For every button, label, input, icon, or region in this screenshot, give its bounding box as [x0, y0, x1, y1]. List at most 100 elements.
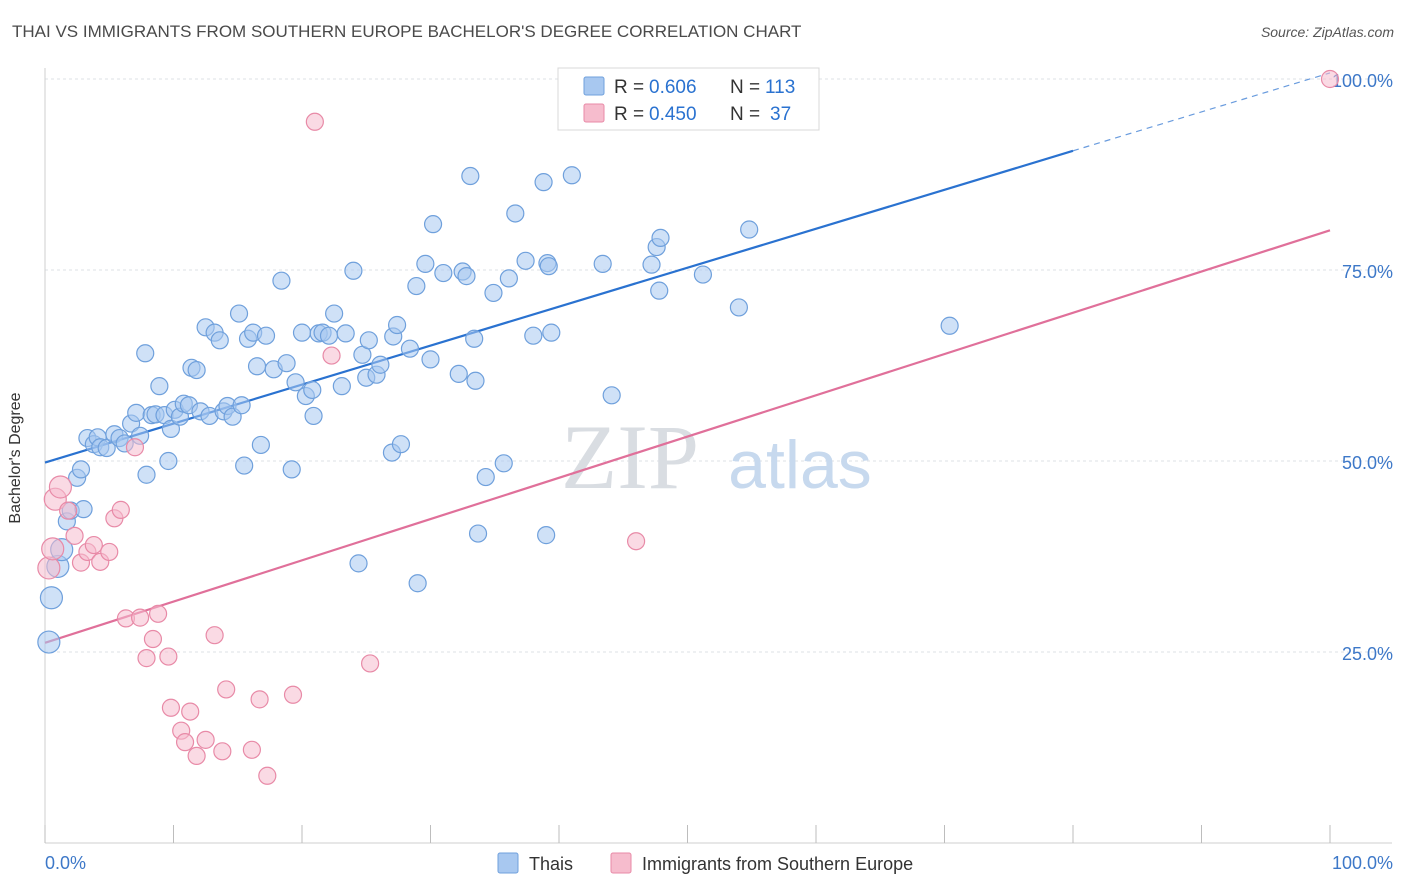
thais-point: [506, 204, 525, 223]
immigrants-point: [111, 500, 130, 519]
thais-point: [542, 323, 561, 342]
immigrants-point: [59, 501, 78, 520]
thais-point: [494, 454, 513, 473]
x-tick-label: 100.0%: [1332, 853, 1393, 873]
thais-point: [232, 396, 251, 415]
immigrants-point: [148, 604, 168, 623]
thais-point: [468, 524, 488, 543]
series-legend: Thais Immigrants from Southern Europe: [497, 852, 913, 874]
thais-point: [602, 386, 621, 405]
thais-point: [150, 377, 169, 396]
thais-point: [39, 586, 64, 610]
thais-point: [642, 255, 661, 274]
thais-point: [304, 406, 323, 426]
stats-legend: R = 0.606 N = 113 R = 0.450 N = 37: [557, 67, 820, 131]
legend-thais-label: Thais: [529, 854, 573, 874]
thais-point: [235, 456, 254, 475]
immigrants-point: [322, 346, 341, 365]
thais-point: [286, 373, 305, 392]
thais-point: [272, 271, 291, 290]
immigrants-point: [137, 649, 156, 668]
thais-point: [137, 465, 156, 484]
immigrants-r-label: R =: [614, 104, 644, 125]
thais-point: [740, 220, 759, 239]
immigrants-point: [175, 733, 195, 752]
thais-point: [359, 331, 378, 350]
thais-n-label: N =: [730, 77, 760, 98]
data-points: [37, 69, 1340, 785]
thais-point: [371, 355, 390, 374]
y-tick-label: 100.0%: [1332, 71, 1393, 91]
trend-lines: [44, 72, 1331, 644]
immigrants-point: [205, 626, 224, 645]
thais-point: [210, 331, 229, 350]
thais-point: [465, 329, 484, 348]
immigrants-point: [196, 730, 215, 749]
y-tick-label: 75.0%: [1342, 262, 1393, 282]
thais-point: [391, 435, 411, 454]
immigrants-point: [130, 608, 150, 627]
immigrants-swatch: [583, 103, 605, 123]
thais-point: [593, 254, 612, 273]
thais-point: [416, 254, 435, 273]
thais-point: [524, 326, 543, 345]
thais-r-value: 0.606: [649, 77, 697, 98]
thais-point: [303, 380, 322, 400]
immigrants-point: [100, 542, 119, 562]
grid-lines: 25.0% 50.0% 75.0% 100.0%: [45, 71, 1393, 664]
thais-point: [534, 173, 553, 192]
legend-immigrants-swatch: [610, 852, 632, 874]
thais-point: [421, 350, 440, 369]
immigrants-point: [305, 112, 324, 131]
thais-point: [484, 283, 503, 303]
thais-point: [457, 267, 476, 286]
immigrants-point: [143, 629, 163, 649]
immigrants-trend-line: [44, 229, 1331, 644]
thais-point: [187, 360, 206, 380]
immigrants-point: [1320, 69, 1340, 89]
immigrants-point: [84, 535, 103, 555]
thais-point: [466, 371, 485, 390]
watermark: ZIP atlas: [561, 406, 872, 508]
thais-point: [537, 526, 556, 545]
thais-point: [37, 630, 61, 654]
thais-point: [336, 324, 355, 343]
thais-point: [408, 574, 427, 593]
immigrants-point: [65, 526, 84, 545]
thais-point: [247, 357, 267, 376]
immigrants-point: [217, 680, 236, 699]
immigrants-point: [181, 702, 200, 721]
chart-title: THAI VS IMMIGRANTS FROM SOUTHERN EUROPE …: [12, 22, 802, 41]
immigrants-point: [41, 537, 65, 561]
immigrants-point: [48, 475, 73, 499]
thais-point: [729, 298, 749, 317]
x-tick-label: 0.0%: [45, 853, 86, 873]
immigrants-point: [187, 746, 206, 766]
thais-point: [499, 269, 518, 288]
thais-r-label: R =: [614, 77, 644, 98]
immigrants-point: [626, 532, 646, 551]
axes: 0.0% 100.0%: [44, 68, 1393, 873]
thais-n-value: 113: [765, 77, 795, 98]
y-tick-label: 50.0%: [1342, 453, 1393, 473]
thais-point: [461, 166, 480, 186]
immigrants-point: [159, 647, 178, 666]
thais-point: [344, 261, 363, 280]
thais-point: [650, 281, 669, 300]
thais-point: [332, 377, 351, 396]
legend-thais-swatch: [497, 852, 519, 874]
thais-point: [387, 315, 407, 335]
immigrants-point: [213, 742, 232, 761]
thais-trend-extension: [1072, 72, 1331, 152]
y-tick-label: 25.0%: [1342, 644, 1393, 664]
chart-source: Source: ZipAtlas.com: [1260, 24, 1394, 40]
legend-immigrants-label: Immigrants from Southern Europe: [642, 854, 913, 874]
thais-point: [349, 554, 368, 573]
thais-point: [651, 228, 670, 248]
thais-point: [256, 326, 276, 345]
thais-point: [319, 326, 339, 345]
immigrants-n-label: N =: [730, 104, 760, 125]
thais-point: [161, 419, 181, 439]
immigrants-point: [283, 685, 303, 704]
